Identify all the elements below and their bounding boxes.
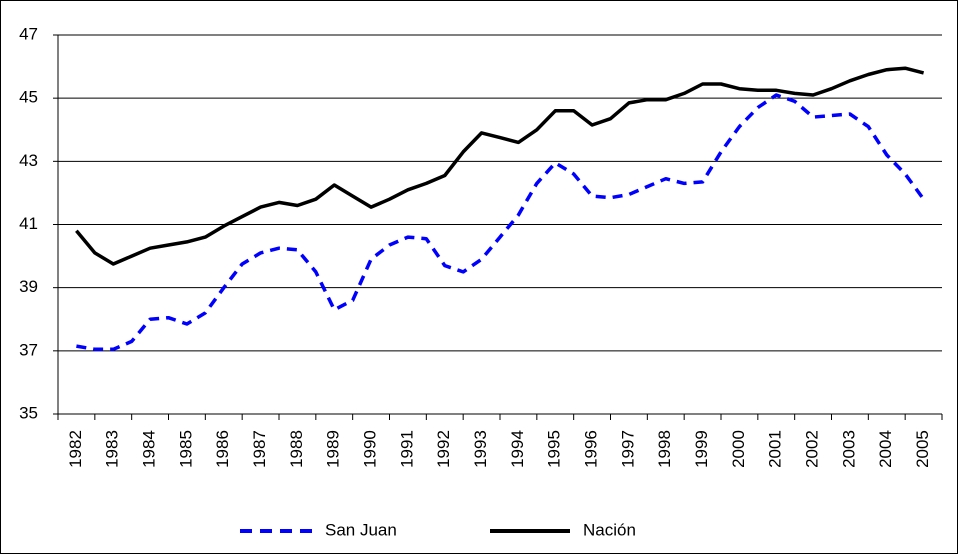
x-tick-label: 1983 — [103, 430, 122, 468]
x-tick-label: 1993 — [471, 430, 490, 468]
line-series — [75, 66, 925, 266]
x-tick-label: 1989 — [324, 430, 343, 468]
x-tick-label: 1994 — [508, 430, 527, 468]
y-tick-label: 37 — [19, 340, 38, 359]
x-tick-label: 1999 — [692, 430, 711, 468]
x-tick-label: 1988 — [287, 430, 306, 468]
line-series — [76, 93, 926, 352]
x-tick-label: 1996 — [582, 430, 601, 468]
x-tick-label: 1982 — [66, 430, 85, 468]
x-tick-label: 2002 — [803, 430, 822, 468]
x-tick-label: 2003 — [839, 430, 858, 468]
x-tick-label: 2004 — [876, 430, 895, 468]
x-tick-label: 1990 — [361, 430, 380, 468]
y-tick-label: 35 — [19, 403, 38, 422]
x-tick-label: 1991 — [397, 430, 416, 468]
y-tick-label: 47 — [19, 24, 38, 43]
y-tick-label: 45 — [19, 88, 38, 107]
x-tick-label: 2005 — [913, 430, 932, 468]
y-tick-label: 43 — [19, 151, 38, 170]
legend-label: Nación — [583, 520, 636, 539]
x-tick-label: 2000 — [729, 430, 748, 468]
y-tick-label: 41 — [19, 214, 38, 233]
x-tick-label: 1984 — [140, 430, 159, 468]
x-tick-label: 1987 — [250, 430, 269, 468]
x-tick-label: 1995 — [545, 430, 564, 468]
x-tick-label: 1997 — [618, 430, 637, 468]
x-tick-label: 1992 — [434, 430, 453, 468]
x-tick-label: 1998 — [655, 430, 674, 468]
y-tick-label: 39 — [19, 277, 38, 296]
legend-label: San Juan — [325, 520, 397, 539]
x-tick-label: 2001 — [766, 430, 785, 468]
x-tick-label: 1986 — [213, 430, 232, 468]
x-tick-label: 1985 — [176, 430, 195, 468]
